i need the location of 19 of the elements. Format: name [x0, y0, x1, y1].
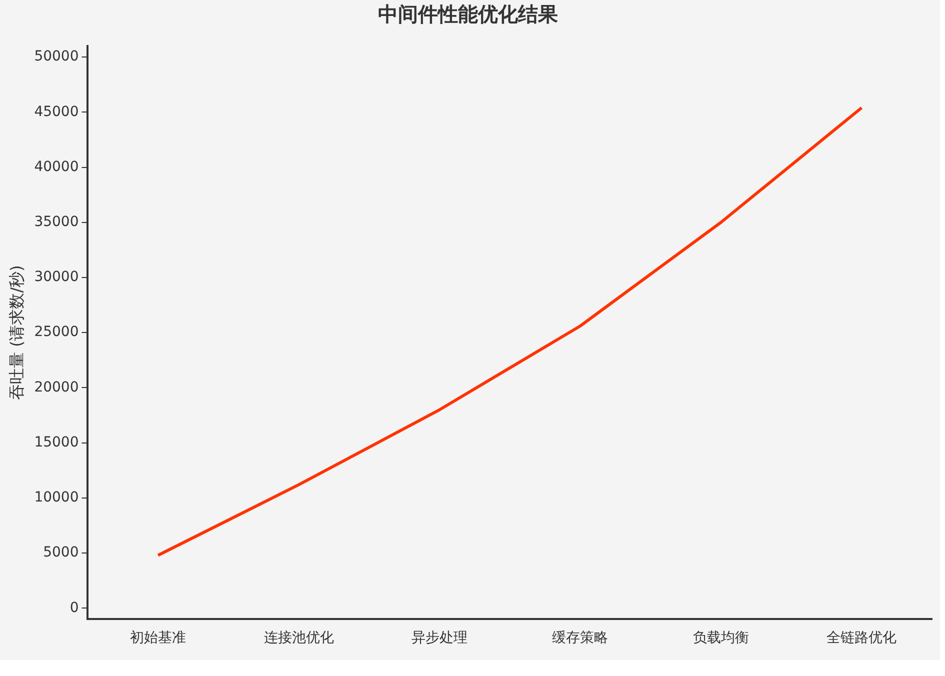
y-tick-label: 10000 [34, 490, 79, 506]
x-tick-label: 初始基准 [130, 630, 186, 646]
x-tick-label: 缓存策略 [552, 630, 608, 646]
x-tick-label: 异步处理 [412, 630, 468, 646]
y-tick-label: 40000 [34, 158, 79, 175]
x-tick-label: 全链路优化 [826, 630, 897, 646]
y-tick-label: 35000 [34, 214, 79, 230]
y-tick-label: 45000 [34, 104, 79, 120]
y-tick-label: 5000 [43, 544, 79, 561]
y-tick-label: 0 [70, 600, 79, 616]
y-tick-label: 15000 [34, 434, 79, 450]
x-tick-label: 负载均衡 [692, 630, 749, 646]
chart-title: 中间件性能优化结果 [378, 2, 559, 26]
y-tick-label: 25000 [34, 324, 79, 340]
y-axis-title: 吞吐量 (请求数/秒) [6, 265, 26, 400]
x-tick-label: 连接池优化 [264, 630, 334, 646]
y-tick-label: 50000 [34, 48, 79, 65]
y-tick-label: 20000 [34, 379, 79, 396]
y-tick-label: 30000 [34, 269, 79, 286]
